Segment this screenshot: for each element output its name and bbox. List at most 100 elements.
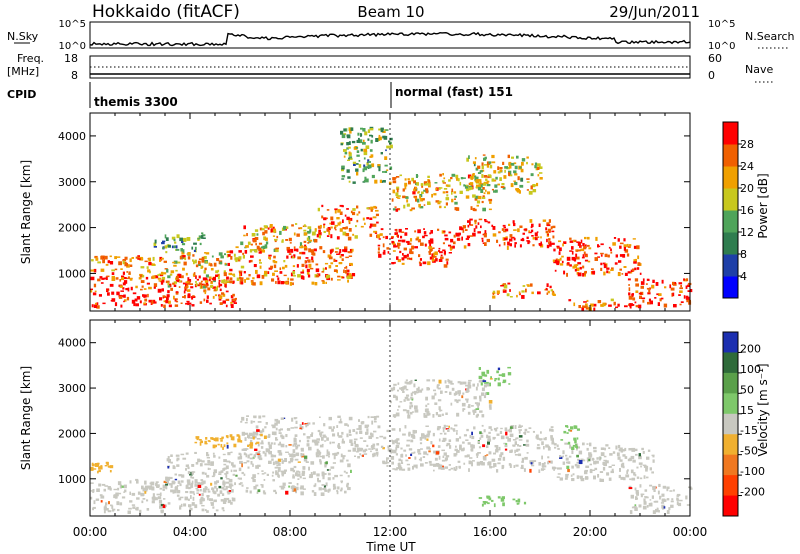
power-echo-cell xyxy=(179,280,182,283)
power-echo-cell xyxy=(617,238,620,242)
velocity-echo-cell xyxy=(275,472,279,476)
power-echo-cell xyxy=(182,237,187,242)
power-echo-cell xyxy=(546,283,549,287)
power-echo-cell xyxy=(337,275,341,278)
power-echo-cell xyxy=(608,304,612,307)
power-echo-cell xyxy=(330,277,333,281)
power-echo-cell xyxy=(350,210,353,214)
power-echo-cell xyxy=(272,228,276,232)
velocity-echo-cell xyxy=(509,426,513,429)
velocity-echo-cell xyxy=(225,485,228,490)
power-echo-cell xyxy=(547,233,549,236)
power-echo-cell xyxy=(181,251,185,255)
power-echo-cell xyxy=(279,230,282,235)
velocity-echo-cell xyxy=(438,466,442,470)
power-echo-cell xyxy=(404,186,407,190)
power-echo-cell xyxy=(173,245,177,249)
power-echo-cell xyxy=(531,185,536,188)
velocity-echo-cell xyxy=(588,458,591,462)
power-echo-cell xyxy=(450,248,452,251)
velocity-echo-cell xyxy=(223,467,227,470)
power-echo-cell xyxy=(629,303,631,307)
power-echo-cell xyxy=(282,266,285,270)
power-echo-cell xyxy=(306,268,310,272)
velocity-echo-cell xyxy=(249,432,253,437)
power-echo-cell xyxy=(214,288,218,292)
power-echo-cell xyxy=(478,179,482,182)
power-echo-cell xyxy=(492,290,496,293)
velocity-echo-cell xyxy=(151,486,155,491)
power-echo-cell xyxy=(506,245,509,250)
power-echo-cell xyxy=(120,304,123,308)
power-echo-cell xyxy=(240,241,244,246)
power-echo-cell xyxy=(369,134,373,137)
velocity-echo-cell xyxy=(624,447,627,452)
power-echo-cell xyxy=(486,164,489,168)
power-echo-cell xyxy=(186,289,191,292)
power-echo-cell xyxy=(479,170,483,173)
velocity-echo-cell xyxy=(131,504,136,506)
power-echo-cell xyxy=(203,270,206,274)
velocity-echo-cell xyxy=(237,456,241,460)
velocity-echo-cell xyxy=(337,443,340,447)
power-echo-cell xyxy=(615,254,618,258)
power-echo-cell xyxy=(623,266,627,268)
velocity-echo-cell xyxy=(253,435,257,439)
power-echo-cell xyxy=(484,156,487,160)
power-echo-cell xyxy=(175,248,180,251)
velocity-echo-cell xyxy=(110,504,113,507)
velocity-echo-cell xyxy=(469,434,472,439)
velocity-echo-cell xyxy=(225,471,229,475)
power-echo-cell xyxy=(503,175,507,179)
power-echo-cell xyxy=(477,195,482,200)
velocity-echo-cell xyxy=(323,473,327,475)
power-echo-cell xyxy=(204,252,207,254)
velocity-echo-cell xyxy=(672,489,675,492)
power-echo-cell xyxy=(687,290,690,292)
power-echo-cell xyxy=(427,201,431,203)
power-echo-cell xyxy=(90,276,95,281)
velocity-echo-cell xyxy=(166,476,171,481)
power-echo-cell xyxy=(444,234,448,237)
velocity-echo-cell xyxy=(247,454,250,459)
power-echo-cell xyxy=(263,225,268,228)
velocity-echo-cell xyxy=(261,484,264,488)
velocity-echo-cell xyxy=(337,486,340,490)
velocity-echo-cell xyxy=(170,461,173,464)
velocity-echo-cell xyxy=(222,509,225,512)
velocity-echo-cell xyxy=(444,380,447,384)
power-echo-cell xyxy=(327,274,331,278)
power-echo-cell xyxy=(613,237,617,239)
velocity-echo-cell xyxy=(141,493,145,496)
velocity-echo-cell xyxy=(455,430,458,432)
velocity-echo-cell xyxy=(295,452,300,457)
velocity-echo-cell xyxy=(477,441,480,444)
velocity-echo-cell xyxy=(562,461,566,465)
power-echo-cell xyxy=(177,273,181,278)
power-echo-cell xyxy=(157,274,160,277)
velocity-echo-cell xyxy=(191,464,195,467)
velocity-echo-cell xyxy=(364,448,368,451)
power-echo-cell xyxy=(369,149,373,152)
velocity-echo-cell xyxy=(588,456,592,458)
velocity-echo-cell xyxy=(288,482,292,484)
power-echo-cell xyxy=(646,287,651,290)
velocity-echo-cell xyxy=(589,458,592,462)
power-echo-cell xyxy=(284,264,288,268)
power-echo-cell xyxy=(513,237,516,241)
velocity-echo-cell xyxy=(390,400,392,404)
power-echo-cell xyxy=(350,127,354,131)
power-echo-cell xyxy=(432,260,436,263)
velocity-echo-cell xyxy=(483,395,487,399)
power-echo-cell xyxy=(445,197,450,201)
power-echo-cell xyxy=(260,246,264,249)
power-echo-cell xyxy=(399,250,402,254)
power-echo-cell xyxy=(159,256,163,261)
power-echo-cell xyxy=(548,243,552,247)
velocity-echo-cell xyxy=(393,394,396,398)
velocity-echo-cell xyxy=(450,427,453,430)
velocity-echo-cell xyxy=(336,490,338,492)
velocity-echo-cell xyxy=(183,503,187,507)
velocity-echo-cell xyxy=(277,461,280,464)
power-echo-cell xyxy=(475,186,478,189)
